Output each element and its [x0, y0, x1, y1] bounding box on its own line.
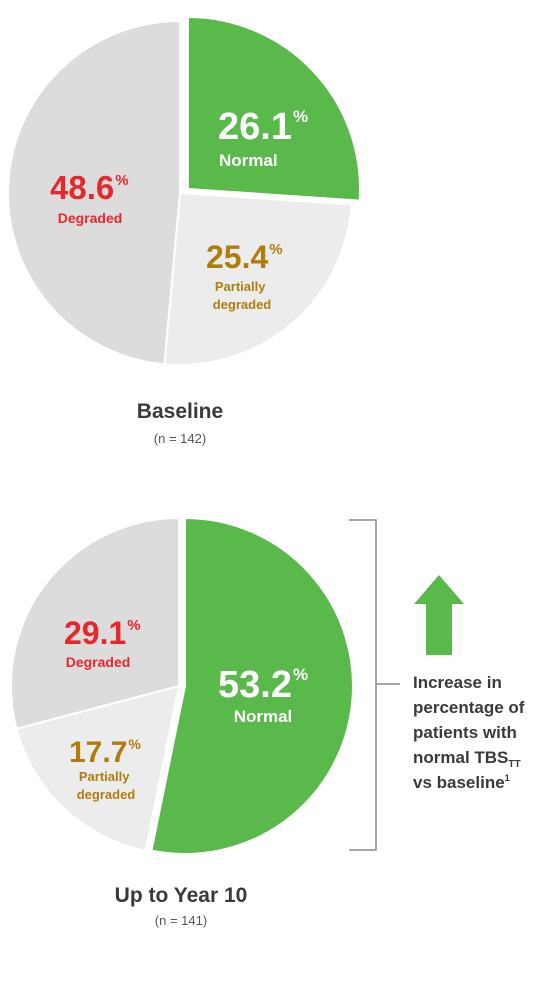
- chart-title: Up to Year 10: [115, 884, 248, 907]
- callout-line: patients with: [413, 723, 517, 742]
- slice-value: 53.2: [218, 664, 292, 706]
- slice-value-label: 17.7%: [69, 736, 141, 769]
- chart-title: Baseline: [137, 400, 223, 423]
- pie-slice-degraded: [9, 516, 180, 731]
- slice-unit: %: [128, 736, 141, 752]
- slice-unit: %: [269, 241, 282, 258]
- pie-slice-normal: [187, 15, 361, 202]
- bracket: [349, 519, 377, 851]
- slice-value: 48.6: [50, 169, 114, 206]
- slice-name-label: Partially degraded: [77, 769, 136, 802]
- slice-unit: %: [115, 172, 128, 189]
- slice-value: 25.4: [206, 239, 268, 275]
- footnote-mark: 1: [505, 773, 510, 783]
- pie-slice-partially-degraded: [163, 191, 353, 366]
- callout-line: percentage of: [413, 698, 525, 717]
- callout-line: Increase in: [413, 673, 502, 692]
- slice-value-label: 53.2%: [218, 664, 308, 706]
- callout-line: normal TBS: [413, 748, 508, 767]
- slice-name-label: Degraded: [58, 210, 123, 226]
- slice-value: 29.1: [64, 615, 126, 651]
- slice-unit: %: [293, 107, 308, 126]
- slice-unit: %: [127, 617, 140, 634]
- year10-pie: 53.2% Normal 17.7% Partially degraded 29…: [9, 516, 354, 928]
- pie-slice-degraded: [6, 19, 181, 366]
- tbs-subscript: TT: [508, 759, 520, 770]
- slice-value: 26.1: [218, 106, 292, 148]
- slice-name-label: Partially degraded: [213, 279, 272, 312]
- callout-text: Increase in percentage of patients with …: [413, 673, 529, 792]
- slice-name-label: Degraded: [66, 654, 131, 670]
- pie-slice-partially-degraded: [15, 684, 181, 852]
- callout-line: vs baseline: [413, 773, 505, 792]
- slice-name-label: Normal: [234, 707, 293, 726]
- slice-name-label: Normal: [219, 151, 278, 170]
- chart-sample-size: (n = 142): [154, 431, 206, 446]
- baseline-pie: 26.1% Normal 25.4% Partially degraded 48…: [6, 15, 361, 446]
- slice-value-label: 26.1%: [218, 106, 308, 148]
- up-arrow-icon: [414, 575, 464, 655]
- chart-sample-size: (n = 141): [155, 913, 207, 928]
- pie-slice-normal: [150, 516, 354, 855]
- slice-value-label: 29.1%: [64, 615, 141, 651]
- increase-callout: Increase in percentage of patients with …: [349, 519, 529, 851]
- slice-value-label: 25.4%: [206, 239, 283, 275]
- slice-unit: %: [293, 665, 308, 684]
- slice-value-label: 48.6%: [50, 169, 129, 206]
- slice-value: 17.7: [69, 736, 127, 769]
